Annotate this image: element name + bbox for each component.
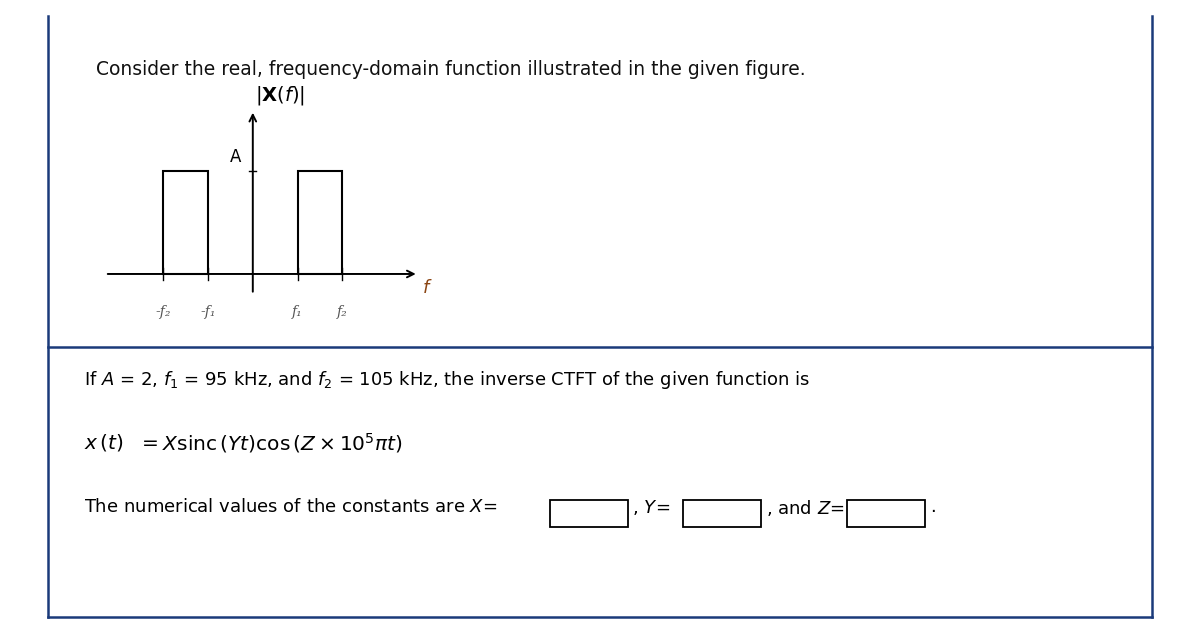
Text: If $A$ = 2, $f_1$ = 95 kHz, and $f_2$ = 105 kHz, the inverse CTFT of the given f: If $A$ = 2, $f_1$ = 95 kHz, and $f_2$ = … [84, 369, 810, 391]
Text: $=$: $=$ [138, 432, 158, 450]
Text: -f₂: -f₂ [156, 305, 170, 319]
Text: , and $Z\!=\!$: , and $Z\!=\!$ [766, 498, 845, 518]
Text: , $Y\!=\!$: , $Y\!=\!$ [632, 498, 671, 517]
Text: -f₁: -f₁ [200, 305, 216, 319]
Text: f₁: f₁ [293, 305, 302, 319]
Text: A: A [230, 148, 241, 166]
Bar [298, 171, 342, 274]
Text: .: . [930, 498, 936, 516]
Text: The numerical values of the constants are $X\!=\!$: The numerical values of the constants ar… [84, 498, 498, 516]
Bar [163, 171, 208, 274]
Text: $f$: $f$ [422, 279, 433, 297]
Text: $|\mathbf{X}(f)|$: $|\mathbf{X}(f)|$ [256, 84, 305, 107]
Text: $x\,(t)$: $x\,(t)$ [84, 432, 124, 452]
Text: f₂: f₂ [337, 305, 348, 319]
Text: Consider the real, frequency-domain function illustrated in the given figure.: Consider the real, frequency-domain func… [96, 60, 805, 79]
Text: $X\mathrm{sinc}\,(Yt)\cos\left(Z\times 10^{5}\pi t\right)$: $X\mathrm{sinc}\,(Yt)\cos\left(Z\times 1… [162, 432, 403, 455]
